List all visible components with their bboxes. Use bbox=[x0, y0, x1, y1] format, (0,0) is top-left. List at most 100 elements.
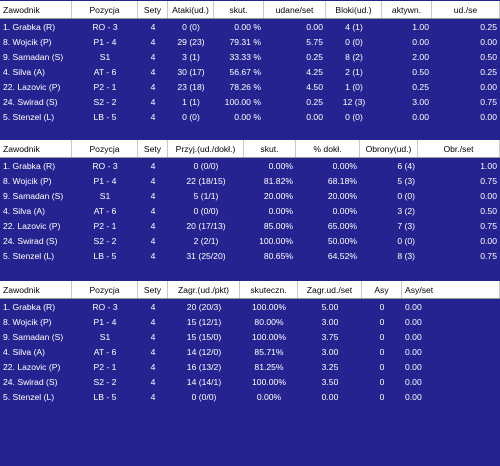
table-cell: 65.00% bbox=[327, 220, 357, 231]
column-header[interactable]: Sety bbox=[138, 140, 168, 157]
player-name-cell: 9. Samadan (S) bbox=[3, 190, 64, 201]
table-cell: 0.00 bbox=[412, 36, 429, 47]
column-header[interactable]: Pozycja bbox=[72, 140, 138, 157]
table-row[interactable]: 22. Lazovic (P) P2 - 1 4 20 (17/13) 85.00% 65… bbox=[0, 218, 500, 233]
table-cell: 4 bbox=[150, 66, 156, 77]
column-header[interactable]: skuteczn. bbox=[240, 281, 298, 298]
player-name-cell: 1. Grabka (R) bbox=[3, 160, 56, 171]
column-header[interactable]: % dokł. bbox=[296, 140, 360, 157]
table-cell: 4 bbox=[150, 175, 156, 186]
table-row[interactable]: 5. Stenzel (L) LB - 5 4 31 (25/20) 80.65% 64.… bbox=[0, 248, 500, 263]
table-cell: 79.31 % bbox=[229, 36, 261, 47]
table-cell: 0.00 % bbox=[234, 21, 261, 32]
table-cell: 85.00% bbox=[263, 220, 293, 231]
player-name-cell: 4. Silva (A) bbox=[3, 346, 46, 357]
table-row[interactable]: 1. Grabka (R) RO - 3 4 0 (0/0) 0.00% 0.00% 6 (… bbox=[0, 158, 500, 173]
column-header[interactable]: ud./se bbox=[432, 1, 500, 18]
table-cell: 0.00 bbox=[405, 301, 422, 312]
column-header[interactable]: aktywn. bbox=[382, 1, 432, 18]
column-header[interactable]: Zawodnik bbox=[0, 140, 72, 157]
table-cell: 0 (0) bbox=[182, 21, 200, 32]
table-cell: 0.75 bbox=[480, 220, 497, 231]
table-cell: P1 - 4 bbox=[93, 175, 117, 186]
table-row[interactable]: 4. Silva (A) AT - 6 4 14 (12/0) 85.71% 3.00 0 0… bbox=[0, 344, 500, 359]
column-header[interactable]: Sety bbox=[138, 281, 168, 298]
table-row[interactable]: 1. Grabka (R) RO - 3 4 0 (0) 0.00 % 0.00 4 (1)… bbox=[0, 19, 500, 34]
player-name-cell: 24. Swirad (S) bbox=[3, 376, 58, 387]
table-row[interactable]: 5. Stenzel (L) LB - 5 4 0 (0) 0.00 % 0.00 0 (0… bbox=[0, 109, 500, 124]
table-cell: 8 (3) bbox=[397, 250, 415, 261]
table-cell: 0.00 bbox=[306, 21, 323, 32]
column-header[interactable]: Asy bbox=[362, 281, 402, 298]
table-row[interactable]: 8. Wojcik (P) P1 - 4 4 22 (18/15) 81.82% 68.1… bbox=[0, 173, 500, 188]
table-row[interactable]: 24. Swirad (S) S2 - 2 4 14 (14/1) 100.00% 3.5… bbox=[0, 374, 500, 389]
table-cell: 16 (13/2) bbox=[186, 361, 222, 372]
column-header[interactable]: skut. bbox=[214, 1, 264, 18]
table-cell: 50.00% bbox=[327, 235, 357, 246]
serve-stats-table: Zawodnik Pozycja Sety Zagr.(ud./pkt) skutecz… bbox=[0, 281, 500, 404]
table-row[interactable]: 22. Lazovic (P) P2 - 1 4 16 (13/2) 81.25% 3.2… bbox=[0, 359, 500, 374]
table-cell: 5.00 bbox=[321, 301, 339, 312]
table-cell: 4 bbox=[150, 205, 156, 216]
column-header[interactable]: Ataki(ud.) bbox=[168, 1, 214, 18]
table-cell: 0.00 % bbox=[234, 111, 261, 122]
table-cell: 0.00% bbox=[332, 205, 357, 216]
table-cell: LB - 5 bbox=[93, 391, 117, 402]
table-cell: 3.00 bbox=[321, 316, 339, 327]
table-cell: 4 (1) bbox=[345, 21, 363, 32]
table-cell: 12 (3) bbox=[342, 96, 366, 107]
table-row[interactable]: 4. Silva (A) AT - 6 4 30 (17) 56.67 % 4.25 2 (… bbox=[0, 64, 500, 79]
table-row[interactable]: 4. Silva (A) AT - 6 4 0 (0/0) 0.00% 0.00% 3 (2… bbox=[0, 203, 500, 218]
column-header[interactable]: Przyj.(ud./dokł.) bbox=[168, 140, 244, 157]
table-row[interactable]: 24. Swirad (S) S2 - 2 4 1 (1) 100.00 % 0.25 12… bbox=[0, 94, 500, 109]
table-cell: 0 bbox=[379, 376, 385, 387]
attack-stats-table: Zawodnik Pozycja Sety Ataki(ud.) skut. udane/… bbox=[0, 1, 500, 124]
table-cell: 4 bbox=[150, 220, 156, 231]
table-cell: 80.65% bbox=[263, 250, 293, 261]
column-header[interactable]: Zagr.(ud./pkt) bbox=[168, 281, 240, 298]
table-row[interactable]: 8. Wojcik (P) P1 - 4 4 15 (12/1) 80.00% 3.00 0… bbox=[0, 314, 500, 329]
table-row[interactable]: 5. Stenzel (L) LB - 5 4 0 (0/0) 0.00% 0.00 0 0.… bbox=[0, 389, 500, 404]
player-name-cell: 5. Stenzel (L) bbox=[3, 111, 55, 122]
table-cell: 68.18% bbox=[327, 175, 357, 186]
column-header[interactable]: Pozycja bbox=[72, 1, 138, 18]
table-row[interactable]: 9. Samadan (S) S1 4 3 (1) 33.33 % 0.25 8 (2) 2.… bbox=[0, 49, 500, 64]
table-cell: 4.50 bbox=[306, 81, 323, 92]
table-cell: LB - 5 bbox=[93, 111, 117, 122]
table-row[interactable]: 24. Swirad (S) S2 - 2 4 2 (2/1) 100.00% 50.00… bbox=[0, 233, 500, 248]
column-header[interactable]: Zawodnik bbox=[0, 281, 72, 298]
table-cell: 56.67 % bbox=[229, 66, 261, 77]
table-cell: AT - 6 bbox=[93, 205, 117, 216]
column-header[interactable]: Bloki(ud.) bbox=[326, 1, 382, 18]
table-cell: 0.00 bbox=[405, 346, 422, 357]
table-cell: 1 (0) bbox=[345, 81, 363, 92]
table-cell: 0 (0/0) bbox=[191, 391, 217, 402]
table-cell: 100.00% bbox=[252, 331, 286, 342]
column-header[interactable]: udane/set bbox=[264, 1, 326, 18]
column-header[interactable]: skut. bbox=[244, 140, 296, 157]
table-cell: 4 bbox=[150, 301, 156, 312]
table-row[interactable]: 9. Samadan (S) S1 4 5 (1/1) 20.00% 20.00% 0 (0… bbox=[0, 188, 500, 203]
table-cell: 4 bbox=[150, 361, 156, 372]
player-name-cell: 24. Swirad (S) bbox=[3, 235, 58, 246]
table-cell: 0.00% bbox=[268, 205, 293, 216]
column-header[interactable]: Asy/set bbox=[402, 281, 500, 298]
column-header[interactable]: Zagr.ud./set bbox=[298, 281, 362, 298]
column-header[interactable]: Pozycja bbox=[72, 281, 138, 298]
table-cell: 0.25 bbox=[412, 81, 429, 92]
table-row[interactable]: 22. Lazovic (P) P2 - 1 4 23 (18) 78.26 % 4.50… bbox=[0, 79, 500, 94]
column-header[interactable]: Zawodnik bbox=[0, 1, 72, 18]
column-header[interactable]: Sety bbox=[138, 1, 168, 18]
table-row[interactable]: 8. Wojcik (P) P1 - 4 4 29 (23) 79.31 % 5.75 0 … bbox=[0, 34, 500, 49]
column-header[interactable]: Obrony(ud.) bbox=[360, 140, 418, 157]
column-header[interactable]: Obr./set bbox=[418, 140, 500, 157]
table-cell: 4 bbox=[150, 391, 156, 402]
table-row[interactable]: 1. Grabka (R) RO - 3 4 20 (20/3) 100.00% 5.00… bbox=[0, 299, 500, 314]
table-cell: 4 bbox=[150, 376, 156, 387]
table-cell: 0.00 bbox=[480, 81, 497, 92]
table-row[interactable]: 9. Samadan (S) S1 4 15 (15/0) 100.00% 3.75 0 0.… bbox=[0, 329, 500, 344]
table-cell: RO - 3 bbox=[92, 160, 118, 171]
table-cell: 7 (3) bbox=[397, 220, 415, 231]
table-cell: 1.00 bbox=[480, 160, 497, 171]
table-cell: 33.33 % bbox=[229, 51, 261, 62]
